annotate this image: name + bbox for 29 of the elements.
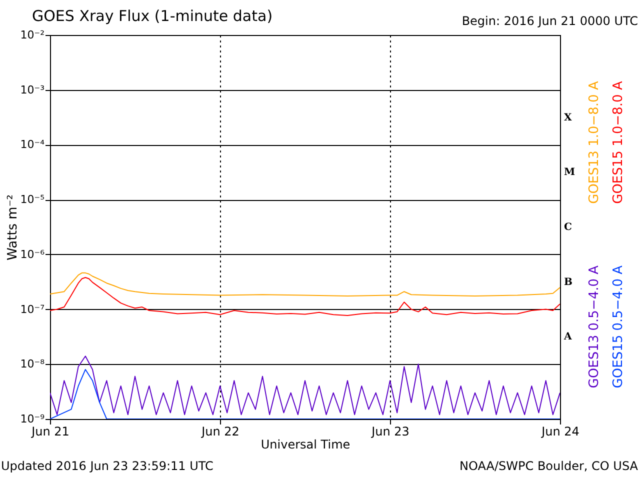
text: X	[564, 112, 572, 124]
text: GOES13 1.0−8.0 A	[587, 81, 602, 204]
x-tick-label: Jun 22	[200, 424, 240, 438]
line-series	[50, 368, 560, 419]
text: GOES15 0.5−4.0 A	[611, 265, 626, 388]
text: A	[563, 332, 572, 343]
x-tick-label: Jun 24	[540, 424, 580, 438]
text: GOES15 1.0−8.0 A	[611, 81, 626, 204]
y-tick-label: 10⁻⁹	[20, 412, 44, 426]
y-tick-label: 10⁻²	[20, 28, 44, 42]
text: NOAA/SWPC Boulder, CO USA	[460, 459, 639, 473]
y-tick-label: 10⁻⁶	[20, 248, 46, 261]
y-tick-label: 10⁻⁴	[20, 138, 46, 152]
text: M	[564, 167, 576, 178]
x-axis-title: Universal Time	[260, 438, 350, 452]
line-series	[50, 272, 560, 296]
y-tick-label: 10⁻⁵	[20, 193, 44, 206]
text: B	[564, 276, 572, 288]
y-tick-label: 10⁻⁷	[20, 302, 44, 316]
x-tick-label: Jun 21	[30, 424, 70, 438]
text: Begin: 2016 Jun 21 0000 UTC	[462, 14, 638, 28]
y-tick-label: 10⁻⁸	[20, 358, 46, 371]
text: Updated 2016 Jun 23 23:59:11 UTC	[1, 459, 214, 473]
y-tick-label: 10⁻³	[20, 83, 44, 96]
text: GOES13 0.5−4.0 A	[587, 265, 602, 388]
y-axis-title: Watts m⁻²	[5, 194, 20, 260]
text: C	[564, 222, 572, 233]
x-tick-label: Jun 23	[370, 424, 410, 438]
chart-title: GOES Xray Flux (1-minute data)	[32, 7, 273, 25]
